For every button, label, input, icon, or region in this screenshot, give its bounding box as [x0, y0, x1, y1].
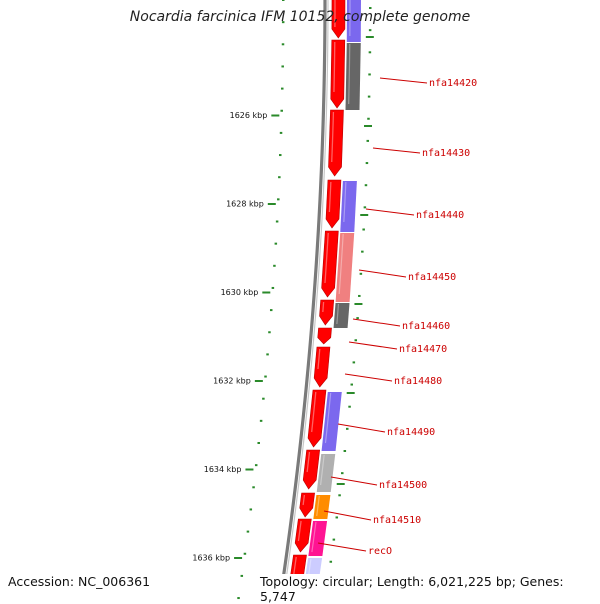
ring-feature-block — [345, 43, 360, 110]
gene-leader-line — [324, 511, 371, 520]
gene-leader-line — [349, 342, 397, 349]
ring-feature-block — [308, 521, 327, 556]
gene-label: recO — [368, 546, 392, 557]
ruler-label: 1630 kbp — [221, 288, 259, 297]
gene-leader-line — [345, 374, 392, 381]
ruler-label: 1632 kbp — [213, 377, 251, 386]
cds-arrow — [300, 493, 315, 517]
ring-feature-block — [317, 454, 336, 492]
ring-feature-block — [336, 233, 355, 302]
gene-label: nfa14500 — [379, 480, 427, 491]
ring-feature-block — [313, 495, 330, 519]
cds-arrow — [326, 180, 341, 228]
gene-label: nfa14430 — [422, 148, 470, 159]
gene-leader-line — [359, 270, 406, 277]
ruler-label: 1626 kbp — [230, 111, 268, 120]
gene-leader-line — [366, 209, 414, 215]
cds-arrow — [303, 450, 319, 489]
gene-label: nfa14480 — [394, 376, 442, 387]
cds-arrow — [329, 110, 344, 176]
cds-arrow — [318, 328, 332, 344]
gene-leader-line — [373, 148, 420, 153]
gene-label: nfa14420 — [429, 78, 477, 89]
cds-arrow — [295, 519, 311, 552]
gene-leader-line — [353, 319, 400, 326]
gene-leader-line — [338, 424, 385, 432]
gene-label: nfa14510 — [373, 515, 421, 526]
cds-arrow — [320, 300, 334, 325]
cds-arrow — [322, 231, 339, 297]
ruler-label: 1634 kbp — [204, 465, 242, 474]
cds-highlight — [334, 42, 335, 92]
gene-leader-line — [318, 543, 366, 551]
ring-feature-block — [340, 181, 357, 232]
gene-label: nfa14460 — [402, 321, 450, 332]
ring-feature-block — [334, 303, 350, 328]
cds-highlight — [323, 302, 324, 312]
ruler-labels: 1626 kbp 1628 kbp 1630 kbp 1632 kbp 1634 kbp… — [192, 111, 267, 563]
ruler-label: 1628 kbp — [226, 200, 264, 209]
map-title: Nocardia farcinica IFM 10152, complete g… — [0, 9, 600, 25]
ruler-label: 1636 kbp — [192, 554, 230, 563]
cds-arrow — [314, 347, 330, 387]
gene-label: nfa14470 — [399, 344, 447, 355]
gene-label: nfa14450 — [408, 272, 456, 283]
ruler-ticks — [234, 0, 284, 598]
accession-text: Accession: NC_006361 — [8, 574, 150, 589]
gene-label: nfa14490 — [387, 427, 435, 438]
cds-arrow — [331, 40, 345, 108]
gene-label: nfa14440 — [416, 210, 464, 221]
gene-leader-line — [380, 78, 427, 83]
